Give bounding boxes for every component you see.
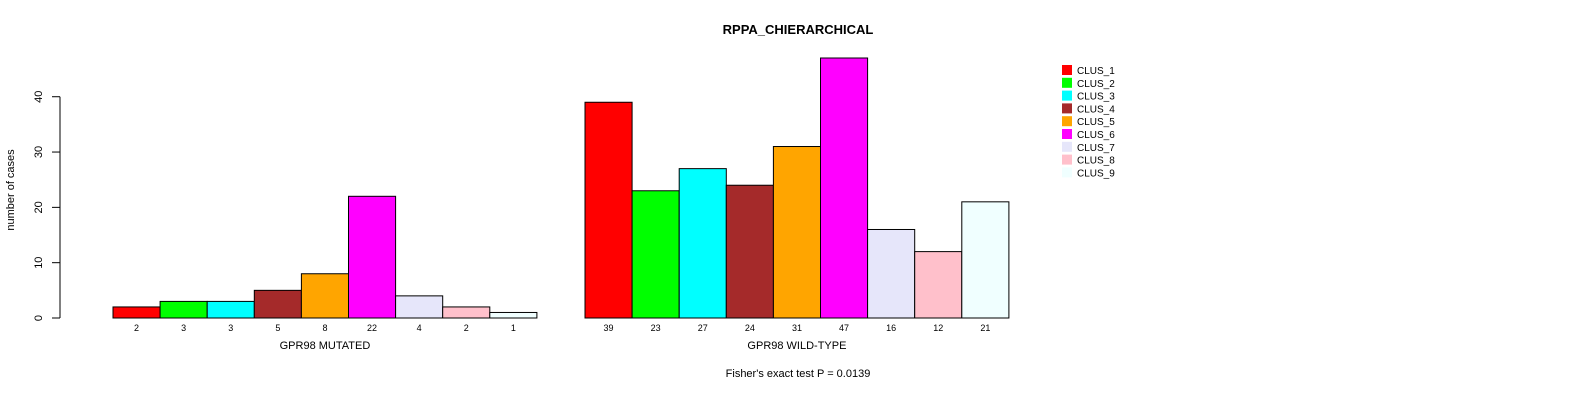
y-tick-label: 30 — [33, 146, 45, 158]
bar — [725, 184, 774, 319]
bar-count-label: 39 — [604, 323, 614, 333]
y-tick-label: 0 — [33, 315, 45, 321]
bar — [772, 146, 822, 319]
bar-group: 2 3 3 5 8 22 4 2 1 GPR98 MUTATED — [112, 195, 538, 352]
bar-count-label: 47 — [839, 323, 849, 333]
legend-swatch — [1062, 129, 1072, 139]
bar — [820, 57, 869, 319]
bar-count-label: 23 — [651, 323, 661, 333]
fisher-test-label: Fisher's exact test P = 0.0139 — [726, 368, 871, 380]
bar — [253, 289, 302, 319]
legend-swatch — [1062, 90, 1072, 101]
legend-item: CLUS_5 — [1062, 116, 1115, 128]
bar — [112, 306, 161, 319]
group-label: GPR98 WILD-TYPE — [747, 340, 846, 352]
bar-count-label: 16 — [886, 323, 896, 333]
bar-count-label: 8 — [322, 323, 327, 333]
bar — [867, 228, 916, 319]
bar — [489, 311, 538, 319]
bar-count-label: 2 — [464, 323, 469, 333]
bar — [300, 273, 349, 319]
legend-label: CLUS_2 — [1077, 79, 1115, 90]
bar-count-label: 27 — [698, 323, 708, 333]
group-label: GPR98 MUTATED — [280, 340, 371, 352]
bar — [395, 295, 444, 319]
bar-count-label: 24 — [745, 323, 755, 333]
legend-item: CLUS_6 — [1062, 129, 1115, 141]
bar-count-label: 5 — [275, 323, 280, 333]
bar — [678, 168, 727, 319]
bar-count-label: 22 — [367, 323, 377, 333]
bar — [584, 101, 633, 319]
bar-count-label: 3 — [228, 323, 233, 333]
bar — [159, 300, 208, 319]
y-axis: 0 10 20 30 40 — [33, 91, 61, 321]
bar-group: 39 23 27 24 31 47 16 12 21 GPR98 WILD-TYPE — [584, 57, 1010, 352]
bar-count-label: 1 — [511, 323, 516, 333]
legend-item: CLUS_7 — [1062, 141, 1115, 154]
bar-count-label: 31 — [792, 323, 802, 333]
bar — [961, 201, 1010, 319]
legend-swatch — [1062, 77, 1072, 88]
bar-count-label: 3 — [181, 323, 186, 333]
legend-label: CLUS_3 — [1077, 92, 1115, 103]
legend-swatch — [1062, 103, 1072, 114]
legend-item: CLUS_8 — [1062, 154, 1115, 167]
bar-count-label: 2 — [134, 323, 139, 333]
legend-item: CLUS_4 — [1062, 103, 1115, 115]
chart-title: RPPA_CHIERARCHICAL — [723, 22, 874, 37]
legend-item: CLUS_3 — [1062, 90, 1115, 103]
legend-item: CLUS_2 — [1062, 77, 1115, 90]
bar-count-label: 4 — [417, 323, 422, 333]
legend-label: CLUS_9 — [1077, 168, 1115, 179]
legend-label: CLUS_5 — [1077, 117, 1115, 128]
legend-item: CLUS_1 — [1062, 65, 1115, 77]
bar — [442, 306, 491, 319]
legend-swatch — [1062, 167, 1072, 178]
legend-label: CLUS_6 — [1077, 130, 1115, 141]
bar-count-label: 12 — [933, 323, 943, 333]
bar — [348, 195, 397, 319]
bar-count-label: 21 — [980, 323, 990, 333]
legend-label: CLUS_1 — [1077, 66, 1115, 77]
legend-label: CLUS_4 — [1077, 104, 1115, 115]
y-tick-label: 40 — [33, 91, 45, 103]
bar — [206, 300, 255, 319]
y-tick-label: 20 — [33, 201, 45, 213]
legend-item: CLUS_9 — [1062, 167, 1115, 179]
bar — [631, 190, 680, 319]
legend-swatch — [1062, 65, 1072, 75]
bar — [914, 251, 963, 319]
y-axis-label: number of cases — [5, 149, 17, 231]
legend-label: CLUS_7 — [1077, 143, 1115, 154]
legend-swatch — [1062, 154, 1072, 165]
y-tick-label: 10 — [33, 257, 45, 269]
legend-swatch — [1062, 141, 1072, 152]
legend-label: CLUS_8 — [1077, 156, 1115, 167]
legend-swatch — [1062, 116, 1072, 127]
